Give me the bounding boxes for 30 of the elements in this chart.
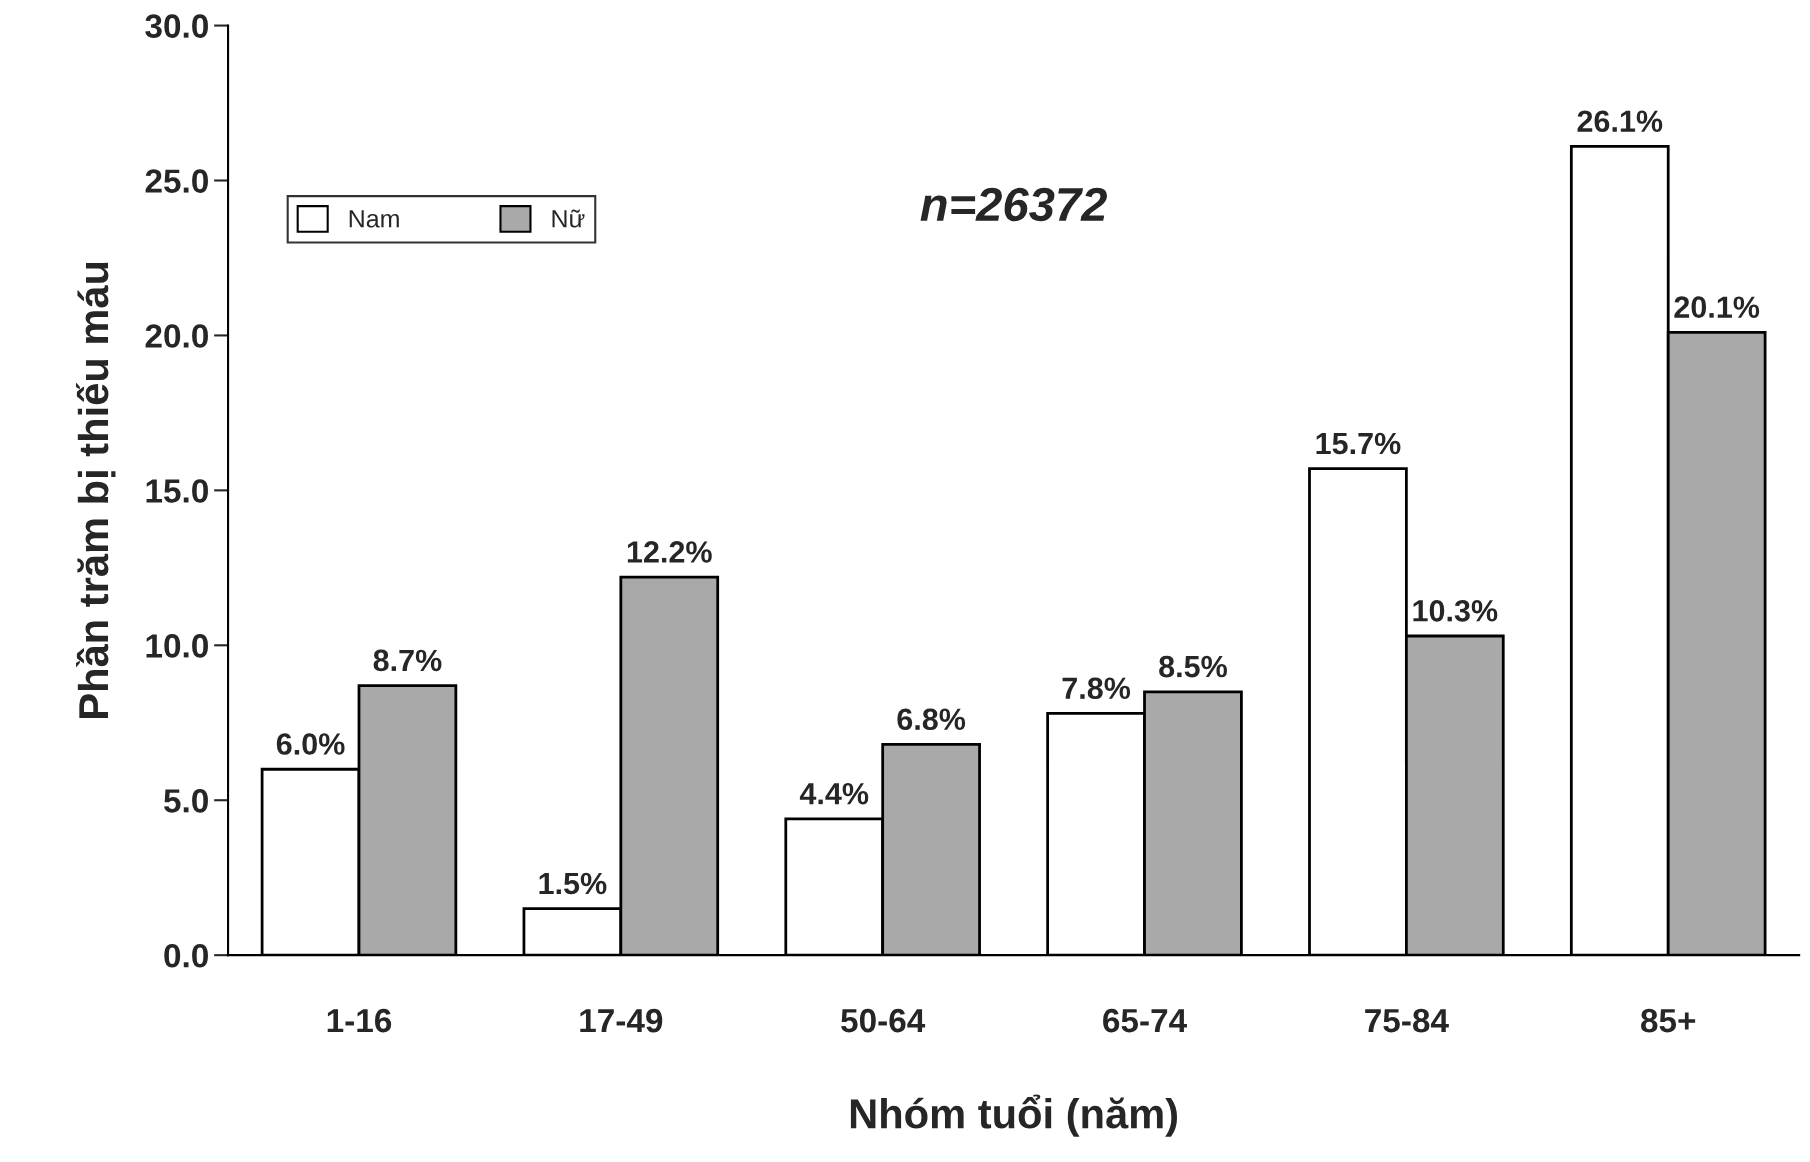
data-label: 20.1% — [1674, 296, 1760, 318]
data-label: 8.7% — [373, 649, 442, 672]
y-tick-label: 0.0 — [164, 943, 208, 968]
x-tick-label: 85+ — [1641, 1008, 1696, 1033]
data-label: 8.5% — [1159, 655, 1227, 678]
y-tick-label: 5.0 — [164, 789, 208, 813]
x-tick-label: 50-64 — [841, 1008, 926, 1033]
y-axis-title: Phần trăm bị thiếu máu — [75, 262, 116, 718]
data-label: 15.7% — [1316, 432, 1401, 455]
data-label: 7.8% — [1062, 677, 1131, 700]
x-tick-label: 65-74 — [1103, 1008, 1187, 1033]
x-axis-title: Nhóm tuổi (năm) — [850, 1094, 1178, 1137]
data-label: 12.2% — [627, 541, 712, 563]
legend-label: Nữ — [552, 209, 585, 228]
x-tick-label: 1-16 — [327, 1008, 392, 1033]
y-tick-label: 30.0 — [145, 14, 208, 39]
y-tick-label: 20.0 — [145, 324, 208, 348]
annotation: n=26372 — [920, 187, 1107, 222]
data-label: 1.5% — [539, 872, 607, 895]
data-label: 4.4% — [799, 782, 869, 805]
data-label: 6.0% — [276, 733, 345, 755]
x-tick-label: 17-49 — [580, 1008, 663, 1033]
data-label: 10.3% — [1413, 599, 1498, 622]
y-tick-label: 25.0 — [145, 169, 208, 193]
x-tick-label: 75-84 — [1365, 1008, 1449, 1033]
y-tick-label: 15.0 — [146, 479, 208, 503]
y-tick-label: 10.0 — [146, 634, 208, 658]
legend-label: Nam — [349, 210, 399, 228]
data-label: 6.8% — [897, 708, 966, 731]
data-label: 26.1% — [1577, 110, 1663, 133]
